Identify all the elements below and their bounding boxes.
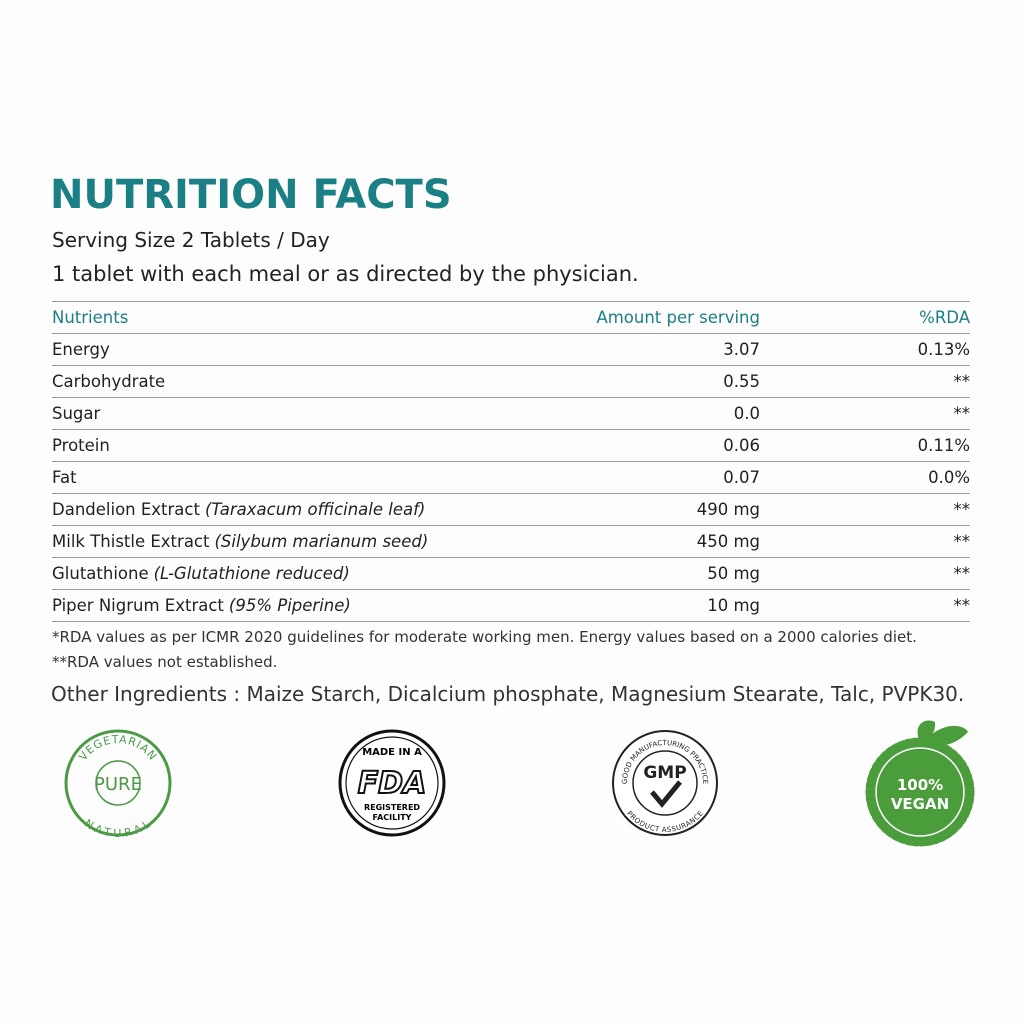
title: NUTRITION FACTS: [50, 172, 452, 218]
rda-cell: 0.0%: [928, 468, 970, 487]
rda-cell: **: [953, 372, 971, 391]
amount-cell: 0.55: [723, 372, 760, 391]
amount-cell: 450 mg: [696, 532, 760, 551]
amount-cell: 0.0: [733, 404, 760, 423]
table-row: Energy 3.07 0.13%: [52, 333, 970, 365]
nutrient-cell: Energy: [52, 340, 110, 359]
table-row: Glutathione (L-Glutathione reduced) 50 mg *…: [52, 557, 970, 589]
nutrient-name: Milk Thistle Extract: [52, 532, 210, 551]
amount-cell: 3.07: [723, 340, 760, 359]
column-header: %RDA: [919, 308, 970, 327]
nutrient-name: Dandelion Extract: [52, 500, 200, 519]
rda-cell: **: [953, 500, 971, 519]
nutrient-cell: Piper Nigrum Extract (95% Piperine): [52, 596, 351, 615]
nutrient-name: Piper Nigrum Extract: [52, 596, 224, 615]
rda-cell: 0.13%: [917, 340, 970, 359]
amount-cell: 0.06: [723, 436, 760, 455]
badge-text: 100%: [897, 776, 943, 794]
nutrient-cell: Glutathione (L-Glutathione reduced): [52, 564, 350, 583]
other-ingredients: Other Ingredients : Maize Starch, Dicalc…: [51, 682, 965, 706]
nutrient-name: Carbohydrate: [52, 372, 166, 391]
table-row: Fat 0.07 0.0%: [52, 461, 970, 493]
badges: VEGETARIAN NATURAL PURE MADE IN A FDA RE…: [64, 720, 975, 847]
badge-text: GMP: [643, 763, 686, 783]
rda-cell: **: [953, 596, 971, 615]
serving-size: Serving Size 2 Tablets / Day: [52, 228, 330, 252]
footnote: *RDA values as per ICMR 2020 guidelines …: [52, 628, 917, 646]
nutrient-name: Glutathione: [52, 564, 149, 583]
nutrient-cell: Carbohydrate: [52, 372, 165, 391]
footnote: **RDA values not established.: [52, 653, 278, 671]
nutrient-cell: Fat: [52, 468, 77, 487]
column-header: Nutrients: [52, 308, 129, 327]
gmp-badge: GOOD MANUFACTURING PRACTICE PRODUCT ASSU…: [612, 730, 718, 836]
badge-text: VEGAN: [891, 795, 949, 813]
badge-text: NATURAL: [82, 817, 152, 840]
amount-cell: 0.07: [723, 468, 760, 487]
rda-cell: 0.11%: [917, 436, 970, 455]
badge-text: FACILITY: [373, 813, 412, 822]
amount-cell: 10 mg: [707, 596, 760, 615]
nutrient-note: (95% Piperine): [228, 596, 351, 615]
rda-cell: **: [953, 564, 971, 583]
nutrient-note: (Taraxacum officinale leaf): [204, 500, 426, 519]
header-row: Nutrients Amount per serving %RDA: [52, 301, 970, 333]
nutrition-table: Nutrients Amount per serving %RDA Energy…: [52, 301, 970, 622]
nutrient-name: Protein: [52, 436, 110, 455]
table-row: Piper Nigrum Extract (95% Piperine) 10 mg *…: [52, 589, 970, 622]
nutrient-cell: Dandelion Extract (Taraxacum officinale l…: [52, 500, 425, 519]
vegetarian-badge: VEGETARIAN NATURAL PURE: [64, 729, 172, 840]
amount-cell: 50 mg: [707, 564, 760, 583]
nutrient-cell: Protein: [52, 436, 110, 455]
amount-cell: 490 mg: [696, 500, 760, 519]
badge-text: REGISTERED: [364, 803, 420, 812]
nutrient-name: Energy: [52, 340, 110, 359]
badge-text: MADE IN A: [362, 747, 422, 758]
directions: 1 tablet with each meal or as directed b…: [52, 262, 639, 286]
badge-text: NATURAL: [82, 817, 154, 840]
nutrient-name: Fat: [52, 468, 77, 487]
badge-text: PURE: [94, 774, 142, 795]
badge-text: FDA: [358, 766, 427, 801]
vegan-badge: 100% VEGAN: [865, 720, 975, 847]
table-row: Carbohydrate 0.55 **: [52, 365, 970, 397]
nutrient-cell: Sugar: [52, 404, 100, 423]
table-row: Protein 0.06 0.11%: [52, 429, 970, 461]
badge-text: VEGETARIAN: [76, 733, 159, 763]
nutrient-cell: Milk Thistle Extract (Silybum marianum se…: [52, 532, 428, 551]
fda-badge: MADE IN A FDA REGISTERED FACILITY: [338, 729, 446, 837]
nutrient-name: Sugar: [52, 404, 101, 423]
table-row: Dandelion Extract (Taraxacum officinale l…: [52, 493, 970, 525]
nutrient-note: (Silybum marianum seed): [214, 532, 429, 551]
badge-text: VEGETARIAN: [76, 733, 158, 763]
table-row: Milk Thistle Extract (Silybum marianum se…: [52, 525, 970, 557]
nutrient-note: (L-Glutathione reduced): [153, 564, 350, 583]
table-row: Sugar 0.0 **: [52, 397, 970, 429]
column-header: Amount per serving: [596, 308, 760, 327]
rda-cell: **: [953, 404, 971, 423]
rda-cell: **: [953, 532, 971, 551]
